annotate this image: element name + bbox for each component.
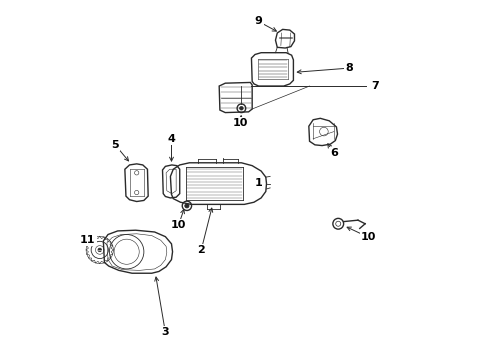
- Circle shape: [98, 248, 101, 252]
- Circle shape: [240, 107, 243, 110]
- Text: 1: 1: [255, 178, 263, 188]
- Text: 8: 8: [345, 63, 353, 73]
- Text: 5: 5: [111, 140, 119, 150]
- Text: 4: 4: [168, 134, 175, 144]
- Text: 9: 9: [255, 17, 263, 27]
- Text: 7: 7: [371, 81, 379, 91]
- Text: 6: 6: [330, 148, 338, 158]
- Text: 3: 3: [162, 327, 169, 337]
- Text: 2: 2: [197, 245, 205, 255]
- Circle shape: [185, 204, 189, 208]
- Text: 10: 10: [361, 232, 376, 242]
- Text: 11: 11: [80, 235, 96, 245]
- Text: 10: 10: [171, 220, 186, 230]
- Text: 10: 10: [233, 118, 248, 128]
